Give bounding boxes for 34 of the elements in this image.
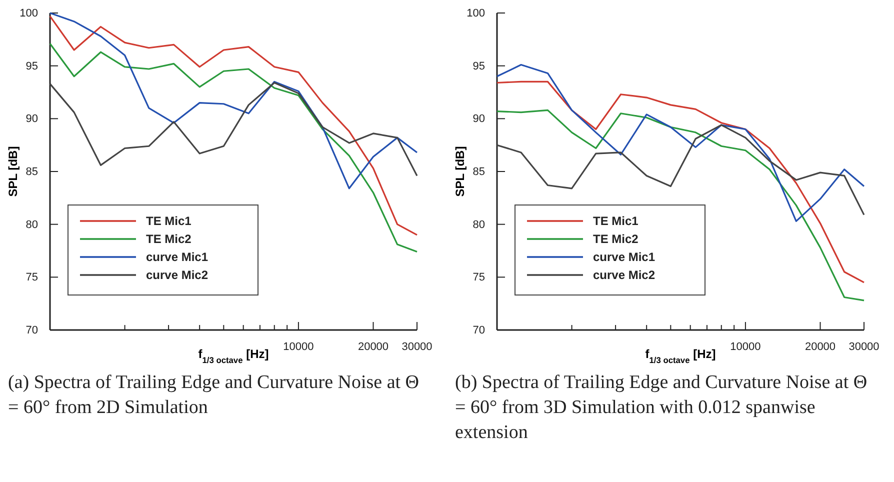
y-tick-label: 95 bbox=[472, 60, 485, 72]
x-tick-label: 20000 bbox=[804, 340, 836, 353]
y-tick-label: 85 bbox=[26, 166, 38, 178]
y-tick-label: 75 bbox=[472, 272, 485, 284]
legend-label: curve Mic2 bbox=[593, 268, 656, 282]
x-tick-label: 10000 bbox=[283, 340, 314, 353]
y-tick-label: 70 bbox=[26, 324, 38, 337]
y-tick-label: 80 bbox=[472, 218, 485, 231]
legend-label: curve Mic2 bbox=[146, 268, 208, 282]
legend-label: TE Mic2 bbox=[146, 232, 192, 246]
y-tick-label: 90 bbox=[472, 113, 485, 126]
y-tick-label: 85 bbox=[472, 166, 485, 178]
x-tick-label: 30000 bbox=[402, 340, 432, 353]
y-axis-title: SPL [dB] bbox=[453, 146, 467, 197]
legend-label: TE Mic1 bbox=[593, 214, 639, 228]
x-tick-label: 10000 bbox=[730, 340, 761, 353]
x-axis-title: f$_{1/3 octave}$ [Hz] bbox=[198, 347, 269, 365]
y-tick-label: 80 bbox=[26, 218, 38, 231]
x-tick-label: 30000 bbox=[848, 340, 880, 353]
x-axis-title: f$_{1/3 octave}$ [Hz] bbox=[645, 347, 716, 365]
y-tick-label: 90 bbox=[26, 113, 38, 126]
y-axis-title: SPL [dB] bbox=[6, 146, 20, 197]
x-tick-label: 20000 bbox=[358, 340, 389, 353]
y-tick-label: 75 bbox=[26, 272, 38, 284]
legend-label: curve Mic1 bbox=[593, 250, 656, 264]
y-tick-label: 95 bbox=[26, 60, 38, 72]
text: (a) Spectra of Trailing Edge and Curvature Noise at Θ = 60° from 2D Simulation bbox=[8, 371, 420, 420]
legend-label: curve Mic1 bbox=[146, 250, 208, 264]
text: (b) Spectra of Trailing Edge and Curvature Noise at Θ = 60° from 3D Simulation with 0.012 spanwise extension bbox=[455, 371, 868, 445]
legend-label: TE Mic1 bbox=[146, 214, 192, 228]
y-tick-label: 70 bbox=[472, 324, 485, 337]
legend-label: TE Mic2 bbox=[593, 232, 639, 246]
y-tick-label: 100 bbox=[20, 8, 38, 20]
y-tick-label: 100 bbox=[466, 8, 485, 20]
